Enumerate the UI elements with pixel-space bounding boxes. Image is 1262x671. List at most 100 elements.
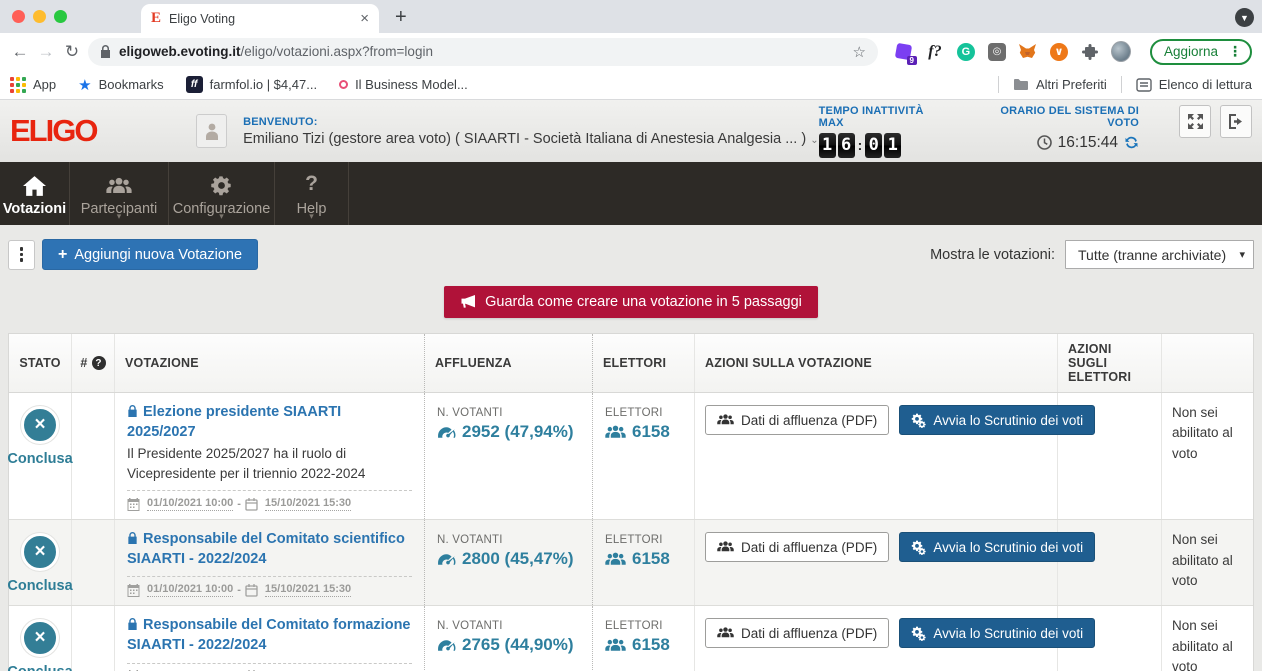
azioni-votazione-cell: Dati di affluenza (PDF) Avvia lo Scrutin…: [695, 520, 1096, 606]
pocket-icon[interactable]: ∨: [1049, 42, 1069, 62]
date-end[interactable]: 15/10/2021 15:30: [264, 497, 352, 512]
date-end[interactable]: 15/10/2021 15:30: [264, 583, 352, 598]
url-text: eligoweb.evoting.it/eligo/votazioni.aspx…: [119, 44, 845, 59]
bookmark-bookmarks[interactable]: ★ Bookmarks: [78, 76, 164, 94]
chevron-down-icon: ▾: [309, 211, 314, 221]
date-start[interactable]: 01/10/2021 10:00: [147, 670, 233, 671]
azioni-votazione-cell: Dati di affluenza (PDF) Avvia lo Scrutin…: [695, 393, 1096, 520]
metamask-fox-icon[interactable]: [1018, 42, 1038, 62]
header-votazione: VOTAZIONE: [115, 334, 425, 392]
date-start[interactable]: 01/10/2021 10:00: [147, 583, 234, 598]
affluenza-cell: N. VOTANTI 2765 (44,90%): [425, 606, 593, 671]
nav-partecipanti[interactable]: Partecipanti ▾: [70, 162, 169, 225]
question-circle-icon[interactable]: ?: [91, 356, 106, 370]
azioni-elettori-cell: [1058, 393, 1162, 520]
forward-icon[interactable]: →: [37, 41, 55, 61]
votazione-title-link[interactable]: Elezione presidente SIAARTI 2025/2027: [127, 404, 342, 440]
date-end[interactable]: 15/10/2021 15:30: [265, 670, 351, 671]
elettori-cell: ELETTORI 6158: [593, 520, 695, 606]
bookmark-farmfol[interactable]: ff farmfol.io | $4,47...: [185, 76, 317, 93]
grammarly-icon[interactable]: G: [956, 42, 976, 62]
extension-purple-icon[interactable]: 9: [894, 42, 917, 65]
browser-profile-avatar[interactable]: [1110, 41, 1131, 62]
maximize-window-button[interactable]: [54, 10, 67, 23]
add-votazione-button[interactable]: + Aggiungi nuova Votazione: [42, 239, 259, 270]
status-concluded-icon: ×: [21, 406, 59, 444]
reload-icon[interactable]: ↻: [64, 41, 80, 61]
avvia-scrutinio-button[interactable]: Avvia lo Scrutinio dei voti: [899, 618, 1096, 649]
elettori-label: ELETTORI: [605, 534, 663, 547]
affluenza-cell: N. VOTANTI 2952 (47,94%): [425, 393, 593, 520]
avvia-scrutinio-button[interactable]: Avvia lo Scrutinio dei voti: [899, 405, 1096, 435]
address-bar[interactable]: eligoweb.evoting.it/eligo/votazioni.aspx…: [87, 37, 878, 66]
azioni-votazione-cell: Dati di affluenza (PDF) Avvia lo Scrutin…: [695, 606, 1096, 671]
extension-gray-icon[interactable]: ◎: [987, 42, 1007, 62]
more-options-button[interactable]: [8, 239, 35, 270]
votazioni-table: STATO #? VOTAZIONE AFFLUENZA ELETTORI AZ…: [7, 333, 1254, 671]
bookmark-star-icon[interactable]: ☆: [852, 43, 866, 61]
refresh-icon[interactable]: [1124, 135, 1139, 150]
elettori-value-row: 6158: [605, 549, 682, 569]
logout-button[interactable]: [1220, 104, 1252, 138]
window-controls[interactable]: [0, 0, 81, 33]
users-icon: [605, 638, 626, 651]
folder-icon: [1013, 79, 1028, 90]
back-icon[interactable]: ←: [11, 41, 29, 61]
votazione-title-link[interactable]: Responsabile del Comitato scientifico SI…: [127, 531, 405, 567]
tab-close-icon[interactable]: ×: [360, 10, 369, 27]
browser-toolbar: ← → ↻ eligoweb.evoting.it/eligo/votazion…: [0, 33, 1262, 70]
nav-configurazione[interactable]: Configurazione ▾: [169, 162, 275, 225]
votanti-value: 2800 (45,47%): [462, 549, 574, 569]
close-window-button[interactable]: [12, 10, 25, 23]
chevron-down-icon: ▾: [116, 211, 122, 221]
gauge-icon: [438, 426, 456, 438]
status-concluded-icon: ×: [21, 619, 59, 658]
users-icon: [605, 552, 626, 565]
gears-icon: [912, 540, 926, 555]
lock-icon: [127, 405, 138, 417]
apps-grid-icon: [10, 76, 26, 93]
new-tab-button[interactable]: +: [395, 6, 407, 28]
main-navigation: Votazioni Partecipanti ▾ Configurazione …: [0, 162, 1262, 225]
apps-shortcut[interactable]: App: [10, 76, 56, 93]
chrome-menu-icon[interactable]: ⋮: [1228, 43, 1242, 59]
extension-fquestion-icon[interactable]: f?: [928, 42, 942, 60]
dati-affluenza-button[interactable]: Dati di affluenza (PDF): [705, 532, 890, 563]
bookmark-business-model[interactable]: Il Business Model...: [339, 77, 468, 92]
votazioni-filter-select[interactable]: Tutte (tranne archiviate) ▾: [1065, 240, 1254, 269]
header-affluenza: AFFLUENZA: [425, 334, 593, 392]
other-bookmarks-folder[interactable]: Altri Preferiti: [1013, 77, 1107, 92]
user-name-line[interactable]: Emiliano Tizi (gestore area voto) ( SIAA…: [243, 130, 819, 147]
votazione-cell: Responsabile del Comitato formazione SIA…: [115, 606, 425, 671]
voting-note: Non sei abilitato al voto: [1172, 532, 1233, 588]
chevron-down-icon[interactable]: ⌄: [810, 134, 819, 146]
elettori-cell: ELETTORI 6158: [593, 606, 695, 671]
minimize-window-button[interactable]: [33, 10, 46, 23]
browser-tab[interactable]: E Eligo Voting ×: [141, 4, 379, 33]
date-start[interactable]: 01/10/2021 10:00: [147, 497, 234, 512]
avvia-scrutinio-button[interactable]: Avvia lo Scrutinio dei voti: [899, 532, 1096, 563]
eligo-logo[interactable]: ELIGO: [10, 113, 98, 148]
votanti-value: 2765 (44,90%): [462, 635, 574, 655]
farmfol-icon: ff: [185, 76, 203, 93]
fullscreen-button[interactable]: [1179, 104, 1211, 138]
extensions-puzzle-icon[interactable]: [1080, 42, 1100, 62]
dati-affluenza-button[interactable]: Dati di affluenza (PDF): [705, 405, 890, 435]
dati-affluenza-button[interactable]: Dati di affluenza (PDF): [705, 618, 890, 649]
elettori-value: 6158: [632, 635, 670, 655]
calendar-icon: [127, 497, 140, 511]
tutorial-banner-button[interactable]: Guarda come creare una votazione in 5 pa…: [444, 286, 818, 318]
update-chrome-button[interactable]: Aggiorna ⋮: [1149, 38, 1252, 65]
nav-votazioni[interactable]: Votazioni: [0, 162, 70, 225]
votanti-value: 2952 (47,94%): [462, 422, 574, 441]
calendar-icon: [245, 497, 258, 511]
extensions-row: 9 f? G ◎ ∨ Aggiorna ⋮: [894, 38, 1252, 65]
gears-icon: [912, 413, 926, 428]
votazione-title-link[interactable]: Responsabile del Comitato formazione SIA…: [127, 617, 411, 653]
nav-help[interactable]: ? Help ▾: [275, 162, 349, 225]
clock-icon: [1036, 135, 1052, 150]
chrome-collapse-icon[interactable]: ▼: [1235, 8, 1254, 27]
reading-list-button[interactable]: Elenco di lettura: [1136, 77, 1252, 92]
votazione-dates: 01/10/2021 10:00 - 15/10/2021 15:30: [127, 576, 412, 598]
table-header: STATO #? VOTAZIONE AFFLUENZA ELETTORI AZ…: [9, 334, 1253, 393]
